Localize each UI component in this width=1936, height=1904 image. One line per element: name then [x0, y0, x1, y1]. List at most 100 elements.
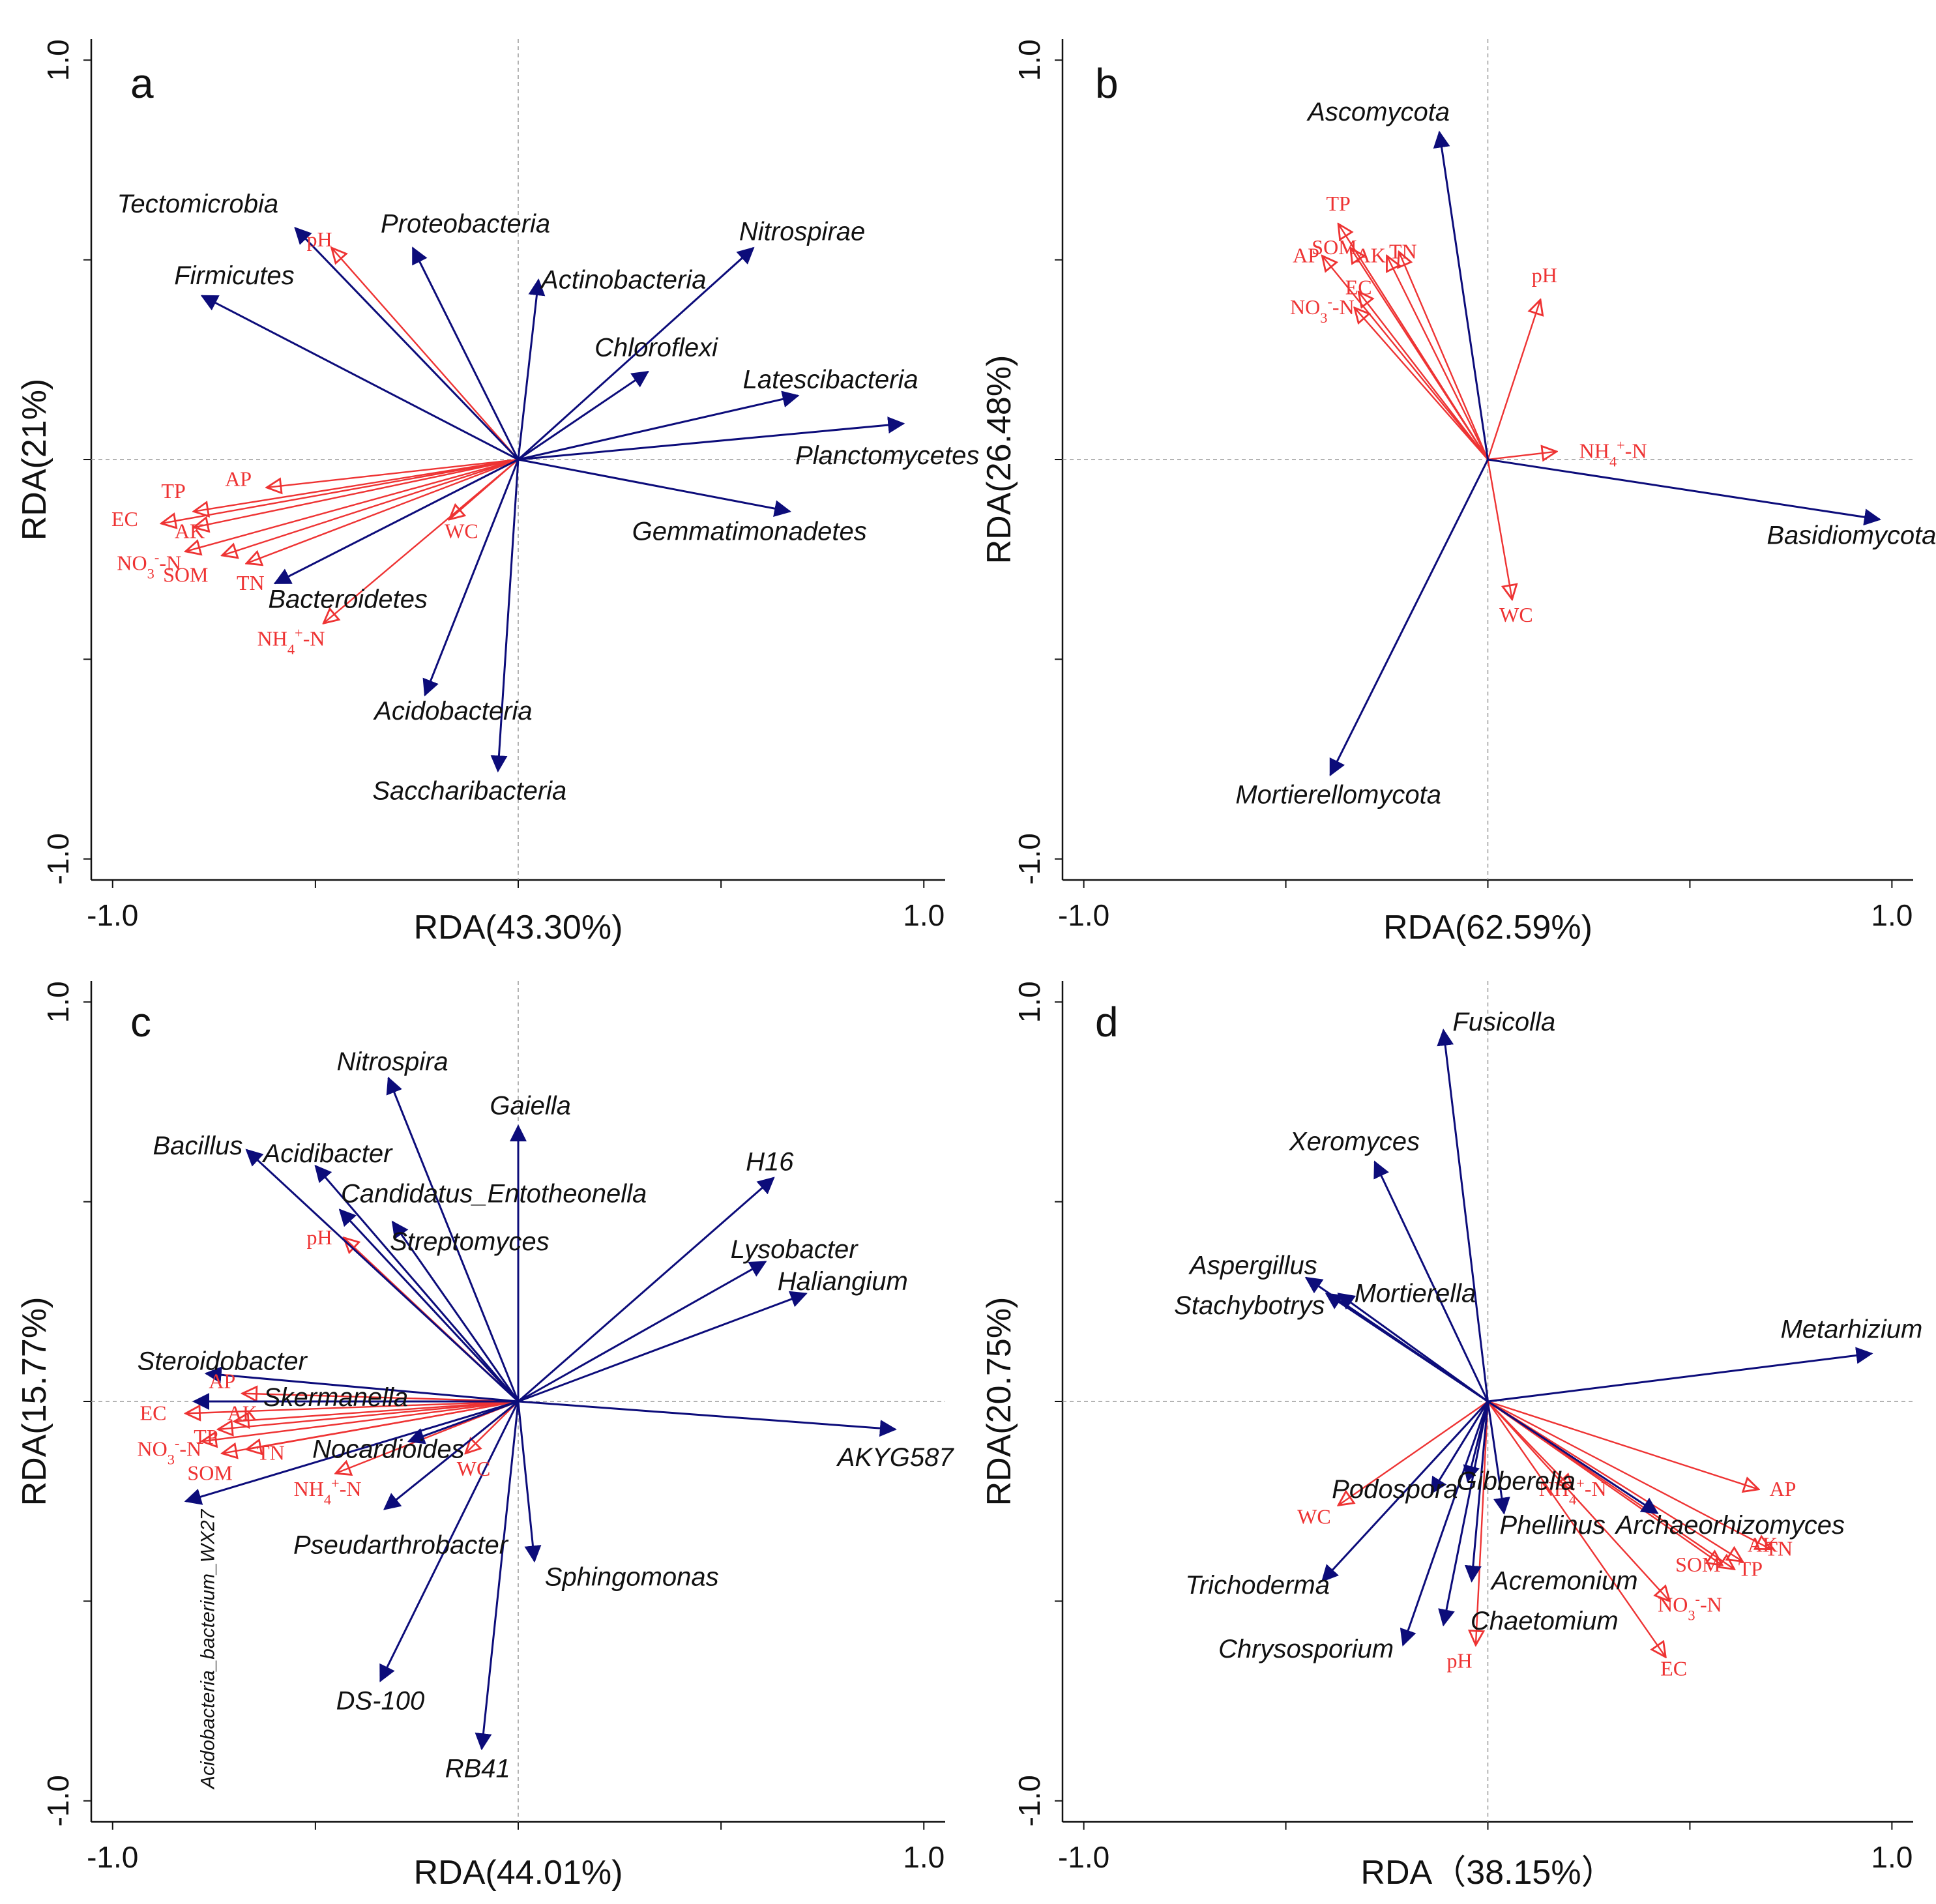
- x-tick-label: 1.0: [1871, 898, 1913, 932]
- species-arrow-acremonium: [1464, 1401, 1489, 1583]
- species-label-rb41: RB41: [445, 1755, 510, 1783]
- species-arrow-h16: [518, 1177, 775, 1403]
- env-arrow-tn: [246, 1400, 519, 1450]
- env-label-ec: EC: [1660, 1657, 1687, 1680]
- env-label-tn: TN: [1765, 1537, 1793, 1560]
- env-label-nh4-n: NH4+-N: [257, 624, 325, 657]
- species-label-steroidobacter: Steroidobacter: [138, 1347, 308, 1376]
- species-label-actinobacteria: Actinobacteria: [540, 265, 706, 294]
- env-arrow-tn: [1399, 252, 1489, 460]
- species-arrow-steroidobacter: [204, 1366, 519, 1403]
- species-arrow-tectomicrobia: [294, 227, 520, 461]
- species-arrow-lysobacter: [518, 1261, 767, 1403]
- species-arrow-haliangium: [518, 1291, 808, 1403]
- env-arrow-ap: [1488, 1400, 1759, 1489]
- x-tick-label: -1.0: [1058, 1840, 1109, 1874]
- y-axis-title: RDA(21%): [16, 379, 53, 541]
- env-label-ap: AP: [1770, 1477, 1797, 1501]
- x-tick-label: 1.0: [1871, 1840, 1913, 1874]
- species-arrow-nitrospirae: [517, 246, 755, 461]
- x-tick-label: 1.0: [903, 1840, 945, 1874]
- species-arrow-streptomyces: [391, 1220, 520, 1402]
- species-arrow-phellinus: [1487, 1401, 1510, 1515]
- species-arrow-metarhizium: [1488, 1347, 1873, 1403]
- species-arrow-saccharibacteria: [490, 459, 520, 773]
- env-arrow-som: [1487, 1401, 1723, 1565]
- env-arrow-som: [1351, 248, 1489, 460]
- y-tick-label: -1.0: [1012, 833, 1046, 885]
- species-label-ds-100: DS-100: [336, 1687, 425, 1716]
- species-arrow-podospora: [1430, 1401, 1489, 1495]
- species-label-mortierellomycota: Mortierellomycota: [1235, 781, 1441, 810]
- panel-letter: d: [1095, 999, 1119, 1046]
- species-arrow-nocardioides: [407, 1400, 519, 1444]
- species-arrow-firmicutes: [200, 295, 519, 461]
- env-arrow-ak: [234, 1400, 519, 1422]
- x-axis-title: RDA(62.59%): [1383, 909, 1592, 946]
- env-arrow-wc: [465, 1401, 519, 1454]
- env-arrow-ak: [1387, 256, 1489, 460]
- species-arrow-pseudarthrobacter: [383, 1400, 519, 1510]
- panel-d: -1.0 1.0 -1.0 1.0 RDA（38.15%） RDA(20.75%) d WC N…: [980, 981, 1922, 1892]
- species-label-acremonium: Acremonium: [1490, 1567, 1638, 1596]
- env-arrow-ph: [1476, 1401, 1489, 1645]
- env-label-som: SOM: [163, 563, 208, 587]
- env-label-ph: pH: [1532, 263, 1557, 287]
- env-label-som: SOM: [187, 1461, 232, 1484]
- species-label-lysobacter: Lysobacter: [731, 1235, 859, 1264]
- x-axis-title: RDA（38.15%）: [1360, 1854, 1615, 1892]
- species-label-nocardioides: Nocardioides: [312, 1435, 464, 1464]
- y-tick-label: 1.0: [41, 39, 75, 81]
- env-arrow-ak: [194, 458, 519, 527]
- env-arrow-wc: [1338, 1401, 1489, 1505]
- species-arrow-candidatus-entotheonella: [338, 1208, 520, 1403]
- y-axis-title: RDA(20.75%): [980, 1297, 1018, 1506]
- env-arrow-ph: [1487, 300, 1541, 460]
- y-tick-label: 1.0: [41, 981, 75, 1023]
- env-arrow-tp: [194, 458, 519, 512]
- panel-c: -1.0 1.0 -1.0 1.0 RDA(44.01%) RDA(15.77%) c pH A…: [16, 981, 954, 1892]
- species-arrow-acidobacteria: [422, 459, 520, 697]
- env-label-wc: WC: [457, 1457, 491, 1480]
- species-label-bacteroidetes: Bacteroidetes: [268, 585, 428, 613]
- species-arrow-ascomycota: [1433, 130, 1489, 460]
- species-label-tectomicrobia: Tectomicrobia: [117, 190, 279, 218]
- species-label-gibberella: Gibberella: [1457, 1467, 1576, 1496]
- env-arrow-tp: [218, 1400, 519, 1429]
- species-label-aspergillus: Aspergillus: [1188, 1252, 1317, 1280]
- species-arrow-stachybotrys: [1325, 1293, 1489, 1403]
- panel-b: -1.0 1.0 -1.0 1.0 RDA(62.59%) RDA(26.48%) b TP A…: [980, 39, 1936, 946]
- env-arrow-wc: [449, 459, 519, 520]
- env-arrow-ec: [161, 458, 519, 523]
- x-tick-label: -1.0: [1058, 898, 1109, 932]
- species-arrow-proteobacteria: [411, 246, 520, 460]
- species-label-nitrospirae: Nitrospirae: [739, 218, 865, 246]
- y-tick-label: -1.0: [1012, 1775, 1046, 1826]
- y-tick-label: -1.0: [41, 1775, 75, 1826]
- species-label-xeromyces: Xeromyces: [1289, 1128, 1420, 1156]
- env-arrow-ec: [186, 1400, 519, 1413]
- env-label-nh4-n: NH4+-N: [294, 1474, 362, 1507]
- species-arrow-acidobacteria-bacterium-wx27: [184, 1400, 519, 1505]
- env-arrow-tn: [1487, 1400, 1771, 1549]
- y-axis-title: RDA(15.77%): [16, 1297, 53, 1506]
- species-arrow-ds-100: [379, 1401, 520, 1682]
- x-tick-label: -1.0: [87, 1840, 138, 1874]
- env-label-tp: TP: [1326, 192, 1350, 215]
- species-label-latescibacteria: Latescibacteria: [743, 365, 918, 394]
- species-arrow-mortierella: [1337, 1293, 1489, 1403]
- species-label-archaeorhizomyces: Archaeorhizomyces: [1615, 1511, 1845, 1540]
- species-label-fusicolla: Fusicolla: [1452, 1008, 1555, 1036]
- env-arrow-no3-n: [1487, 1401, 1670, 1601]
- species-arrow-archaeorhizomyces: [1487, 1400, 1659, 1514]
- species-label-basidiomycota: Basidiomycota: [1767, 521, 1936, 549]
- species-label-pseudarthrobacter: Pseudarthrobacter: [293, 1531, 509, 1560]
- species-arrow-fusicolla: [1437, 1028, 1489, 1402]
- species-arrow-nitrospira: [386, 1076, 520, 1402]
- species-label-planctomycetes: Planctomycetes: [795, 441, 979, 470]
- panel-a: -1.0 1.0 -1.0 1.0 RDA(43.30%) RDA(21%) a pH AP TP…: [16, 39, 979, 946]
- panel-letter: c: [130, 999, 151, 1046]
- y-tick-label: -1.0: [41, 833, 75, 885]
- species-label-skermanella: Skermanella: [263, 1383, 408, 1412]
